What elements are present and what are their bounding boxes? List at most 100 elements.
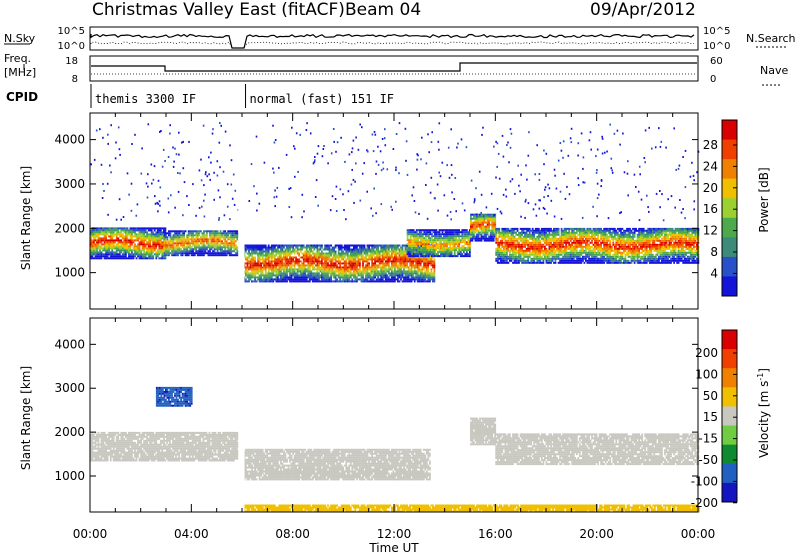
- echo-cell: [425, 276, 428, 279]
- echo-cell: [479, 237, 481, 240]
- echo-cell: [560, 237, 563, 240]
- echo-cell: [91, 251, 94, 254]
- echo-cell: [414, 247, 417, 250]
- echo-cell: [218, 246, 220, 249]
- echo-cell: [556, 257, 558, 260]
- echo-cell: [415, 266, 418, 269]
- echo-cell: [395, 274, 398, 277]
- echo-cell: [411, 235, 413, 238]
- echo-cell: [213, 232, 216, 235]
- echo-cell: [120, 227, 123, 230]
- echo-cell: [422, 274, 425, 277]
- echo-cell: [530, 259, 533, 262]
- echo-cell: [328, 252, 331, 255]
- echo-cell: [453, 245, 456, 248]
- echo-cell: [325, 278, 328, 281]
- echo-cell: [336, 256, 338, 259]
- echo-cell: [574, 255, 577, 258]
- echo-cell: [418, 231, 421, 234]
- echo-cell: [422, 262, 425, 265]
- echo-cell: [255, 262, 258, 265]
- echo-cell: [486, 229, 489, 232]
- echo-cell: [510, 229, 513, 232]
- echo-cell: [551, 229, 554, 232]
- echo-cell: [427, 262, 430, 265]
- echo-cell: [221, 252, 223, 255]
- echo-cell: [419, 274, 422, 277]
- echo-cell: [386, 278, 389, 281]
- echo-cell: [394, 266, 396, 269]
- echo-cell: [175, 232, 178, 235]
- echo-cell: [540, 229, 543, 232]
- echo-cell: [569, 259, 572, 262]
- echo-cell: [158, 241, 161, 244]
- echo-cell: [137, 237, 139, 240]
- echo-cell: [482, 219, 484, 222]
- echo-cell: [166, 238, 169, 241]
- echo-cell: [516, 245, 519, 248]
- echo-cell: [111, 245, 114, 248]
- echo-cell: [267, 250, 270, 253]
- echo-cell: [404, 260, 407, 263]
- echo-cell: [183, 234, 185, 237]
- echo-cell: [340, 280, 343, 283]
- echo-cell: [501, 253, 504, 256]
- echo-cell: [193, 248, 196, 251]
- echo-cell: [277, 272, 279, 275]
- echo-cell: [366, 272, 369, 275]
- echo-cell: [397, 252, 399, 255]
- echo-cell: [571, 229, 574, 232]
- echo-cell: [444, 255, 447, 258]
- echo-cell: [349, 262, 352, 265]
- echo-cell: [278, 260, 281, 263]
- echo-cell: [494, 221, 497, 224]
- echo-cell: [363, 244, 366, 247]
- echo-cell: [450, 255, 453, 258]
- echo-cell: [556, 247, 558, 250]
- echo-cell: [357, 270, 360, 273]
- echo-cell: [158, 237, 161, 240]
- echo-cell: [252, 274, 255, 277]
- echo-cell: [412, 274, 414, 277]
- echo-cell: [206, 238, 208, 241]
- echo-cell: [319, 274, 322, 277]
- echo-cell: [163, 244, 166, 247]
- echo-cell: [527, 245, 530, 248]
- echo-cell: [111, 247, 114, 250]
- echo-cell: [307, 256, 310, 259]
- echo-cell: [495, 231, 498, 234]
- echo-cell: [556, 231, 558, 234]
- echo-cell: [480, 219, 483, 222]
- echo-cell: [219, 232, 222, 235]
- echo-cell: [315, 252, 317, 255]
- echo-cell: [278, 270, 281, 273]
- echo-cell: [251, 270, 253, 273]
- echo-cell: [420, 237, 423, 240]
- echo-cell: [180, 238, 182, 241]
- echo-cell: [330, 280, 332, 283]
- echo-cell: [374, 258, 376, 261]
- echo-cell: [252, 258, 255, 261]
- echo-cell: [413, 278, 416, 281]
- echo-cell: [251, 266, 253, 269]
- echo-cell: [562, 233, 564, 236]
- echo-cell: [348, 260, 351, 263]
- echo-cell: [464, 253, 467, 256]
- echo-cell: [423, 231, 426, 234]
- echo-cell: [340, 266, 343, 269]
- echo-cell: [444, 253, 447, 256]
- echo-cell: [398, 244, 401, 247]
- echo-cell: [257, 260, 259, 263]
- echo-cell: [512, 231, 514, 234]
- echo-cell: [90, 257, 92, 260]
- echo-cell: [537, 261, 540, 264]
- echo-cell: [280, 266, 282, 269]
- echo-cell: [447, 233, 450, 236]
- echo-cell: [387, 278, 390, 281]
- echo-cell: [369, 276, 372, 279]
- echo-cell: [260, 252, 262, 255]
- echo-cell: [258, 254, 261, 257]
- echo-cell: [547, 233, 549, 236]
- echo-cell: [337, 268, 340, 271]
- echo-cell: [345, 266, 348, 269]
